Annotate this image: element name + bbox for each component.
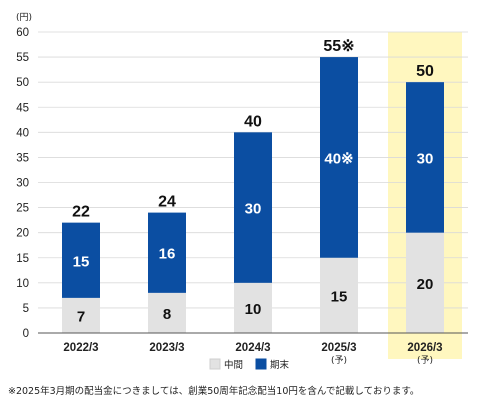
- y-tick-label: 10: [16, 278, 29, 290]
- bar-segment: [406, 232, 444, 333]
- bar-segment: [320, 57, 358, 258]
- total-label: 24: [158, 194, 176, 211]
- total-label: 40: [244, 113, 262, 130]
- segment-label: 7: [77, 308, 85, 325]
- bar-segment: [148, 212, 186, 293]
- legend-label: 期末: [270, 359, 290, 371]
- segment-label: 40※: [324, 150, 353, 167]
- y-tick-label: 45: [16, 102, 29, 114]
- y-tick-label: 30: [16, 178, 29, 190]
- y-tick-label: 5: [23, 303, 29, 315]
- y-tick-label: 55: [16, 52, 29, 64]
- bar-segment: [320, 257, 358, 333]
- y-tick-label: 50: [16, 77, 29, 89]
- legend-label: 中間: [224, 359, 243, 371]
- y-axis-unit: (円): [16, 12, 32, 23]
- total-label: 50: [416, 63, 434, 80]
- y-tick-label: 25: [16, 203, 29, 215]
- y-tick-label: 20: [16, 228, 29, 240]
- segment-label: 30: [245, 201, 262, 218]
- x-tick-label: 2025/3: [321, 342, 356, 354]
- segment-label: 20: [417, 276, 434, 293]
- legend: 中間 期末: [209, 358, 290, 371]
- bar-segment: [234, 132, 272, 283]
- y-tick-label: 0: [23, 328, 29, 340]
- y-tick-label: 40: [16, 127, 29, 139]
- bar-segment: [62, 222, 100, 298]
- bar-segment: [234, 282, 272, 333]
- bar-segment: [406, 82, 444, 233]
- total-label: 55※: [323, 38, 354, 55]
- footnote: ※2025年3月期の配当金につきましては、創業50周年記念配当10円を含んで記載…: [8, 385, 419, 397]
- legend-swatch: [209, 358, 221, 370]
- segment-label: 8: [163, 306, 171, 323]
- y-tick-label: 35: [16, 152, 29, 164]
- y-tick-label: 60: [16, 27, 29, 39]
- x-tick-label: 2023/3: [149, 342, 184, 354]
- total-label: 22: [72, 204, 90, 221]
- x-tick-sublabel: (予): [417, 355, 433, 366]
- x-tick-label: 2022/3: [63, 342, 98, 354]
- segment-label: 30: [417, 150, 434, 167]
- bar-segment: [62, 297, 100, 333]
- x-tick-sublabel: (予): [331, 355, 347, 366]
- bar-segment: [148, 292, 186, 333]
- segment-label: 10: [245, 301, 262, 318]
- x-tick-label: 2024/3: [235, 342, 270, 354]
- segment-label: 16: [159, 246, 176, 263]
- segment-label: 15: [73, 253, 90, 270]
- x-tick-label: 2026/3: [407, 342, 442, 354]
- y-tick-label: 15: [16, 253, 29, 265]
- legend-swatch: [255, 358, 267, 370]
- segment-label: 15: [331, 288, 348, 305]
